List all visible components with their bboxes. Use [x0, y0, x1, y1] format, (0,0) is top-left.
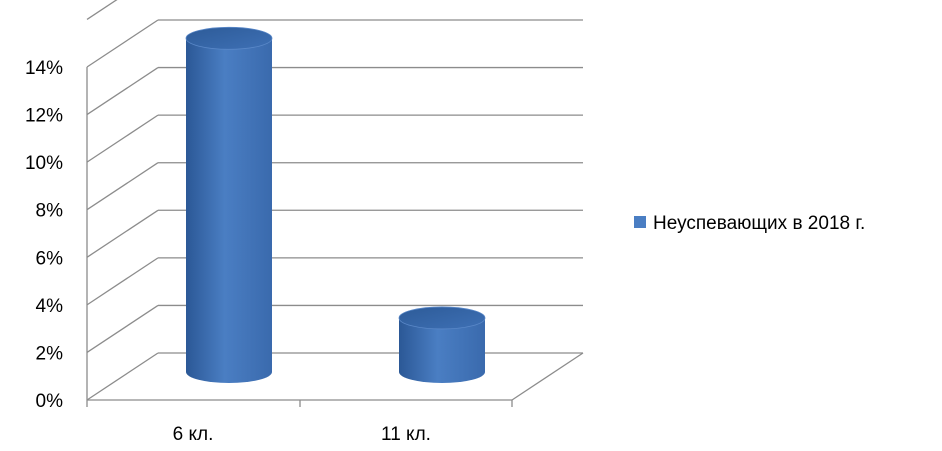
- gridline-side: [86, 352, 159, 401]
- x-category-label: 11 кл.: [381, 424, 431, 445]
- gridline-side: [86, 67, 159, 116]
- legend-swatch: [634, 216, 646, 228]
- gridline-side: [86, 209, 159, 258]
- gridline-side: [86, 304, 159, 353]
- y-tick-label: 4%: [36, 296, 64, 317]
- y-tick-label: 12%: [25, 106, 63, 127]
- gridline-side: [86, 162, 159, 211]
- gridline-side: [86, 257, 159, 306]
- bar-1-top: [185, 26, 273, 50]
- gridline-side: [86, 114, 159, 163]
- y-tick-label: 14%: [25, 58, 63, 79]
- bar-2-top: [398, 306, 486, 330]
- floor-edge: [511, 352, 584, 401]
- bar-1-body: [186, 38, 272, 384]
- bar-2-body: [399, 317, 485, 383]
- gridline-side: [86, 0, 118, 20]
- x-category-label: 6 кл.: [173, 424, 214, 445]
- y-tick-label: 10%: [25, 153, 63, 174]
- legend-label: Неуспевающих в 2018 г.: [653, 213, 865, 234]
- y-tick-label: 6%: [36, 248, 64, 269]
- gridline-side: [86, 19, 159, 68]
- y-tick-label: 0%: [36, 391, 64, 412]
- y-tick-label: 8%: [36, 201, 64, 222]
- y-tick-label: 2%: [36, 343, 64, 364]
